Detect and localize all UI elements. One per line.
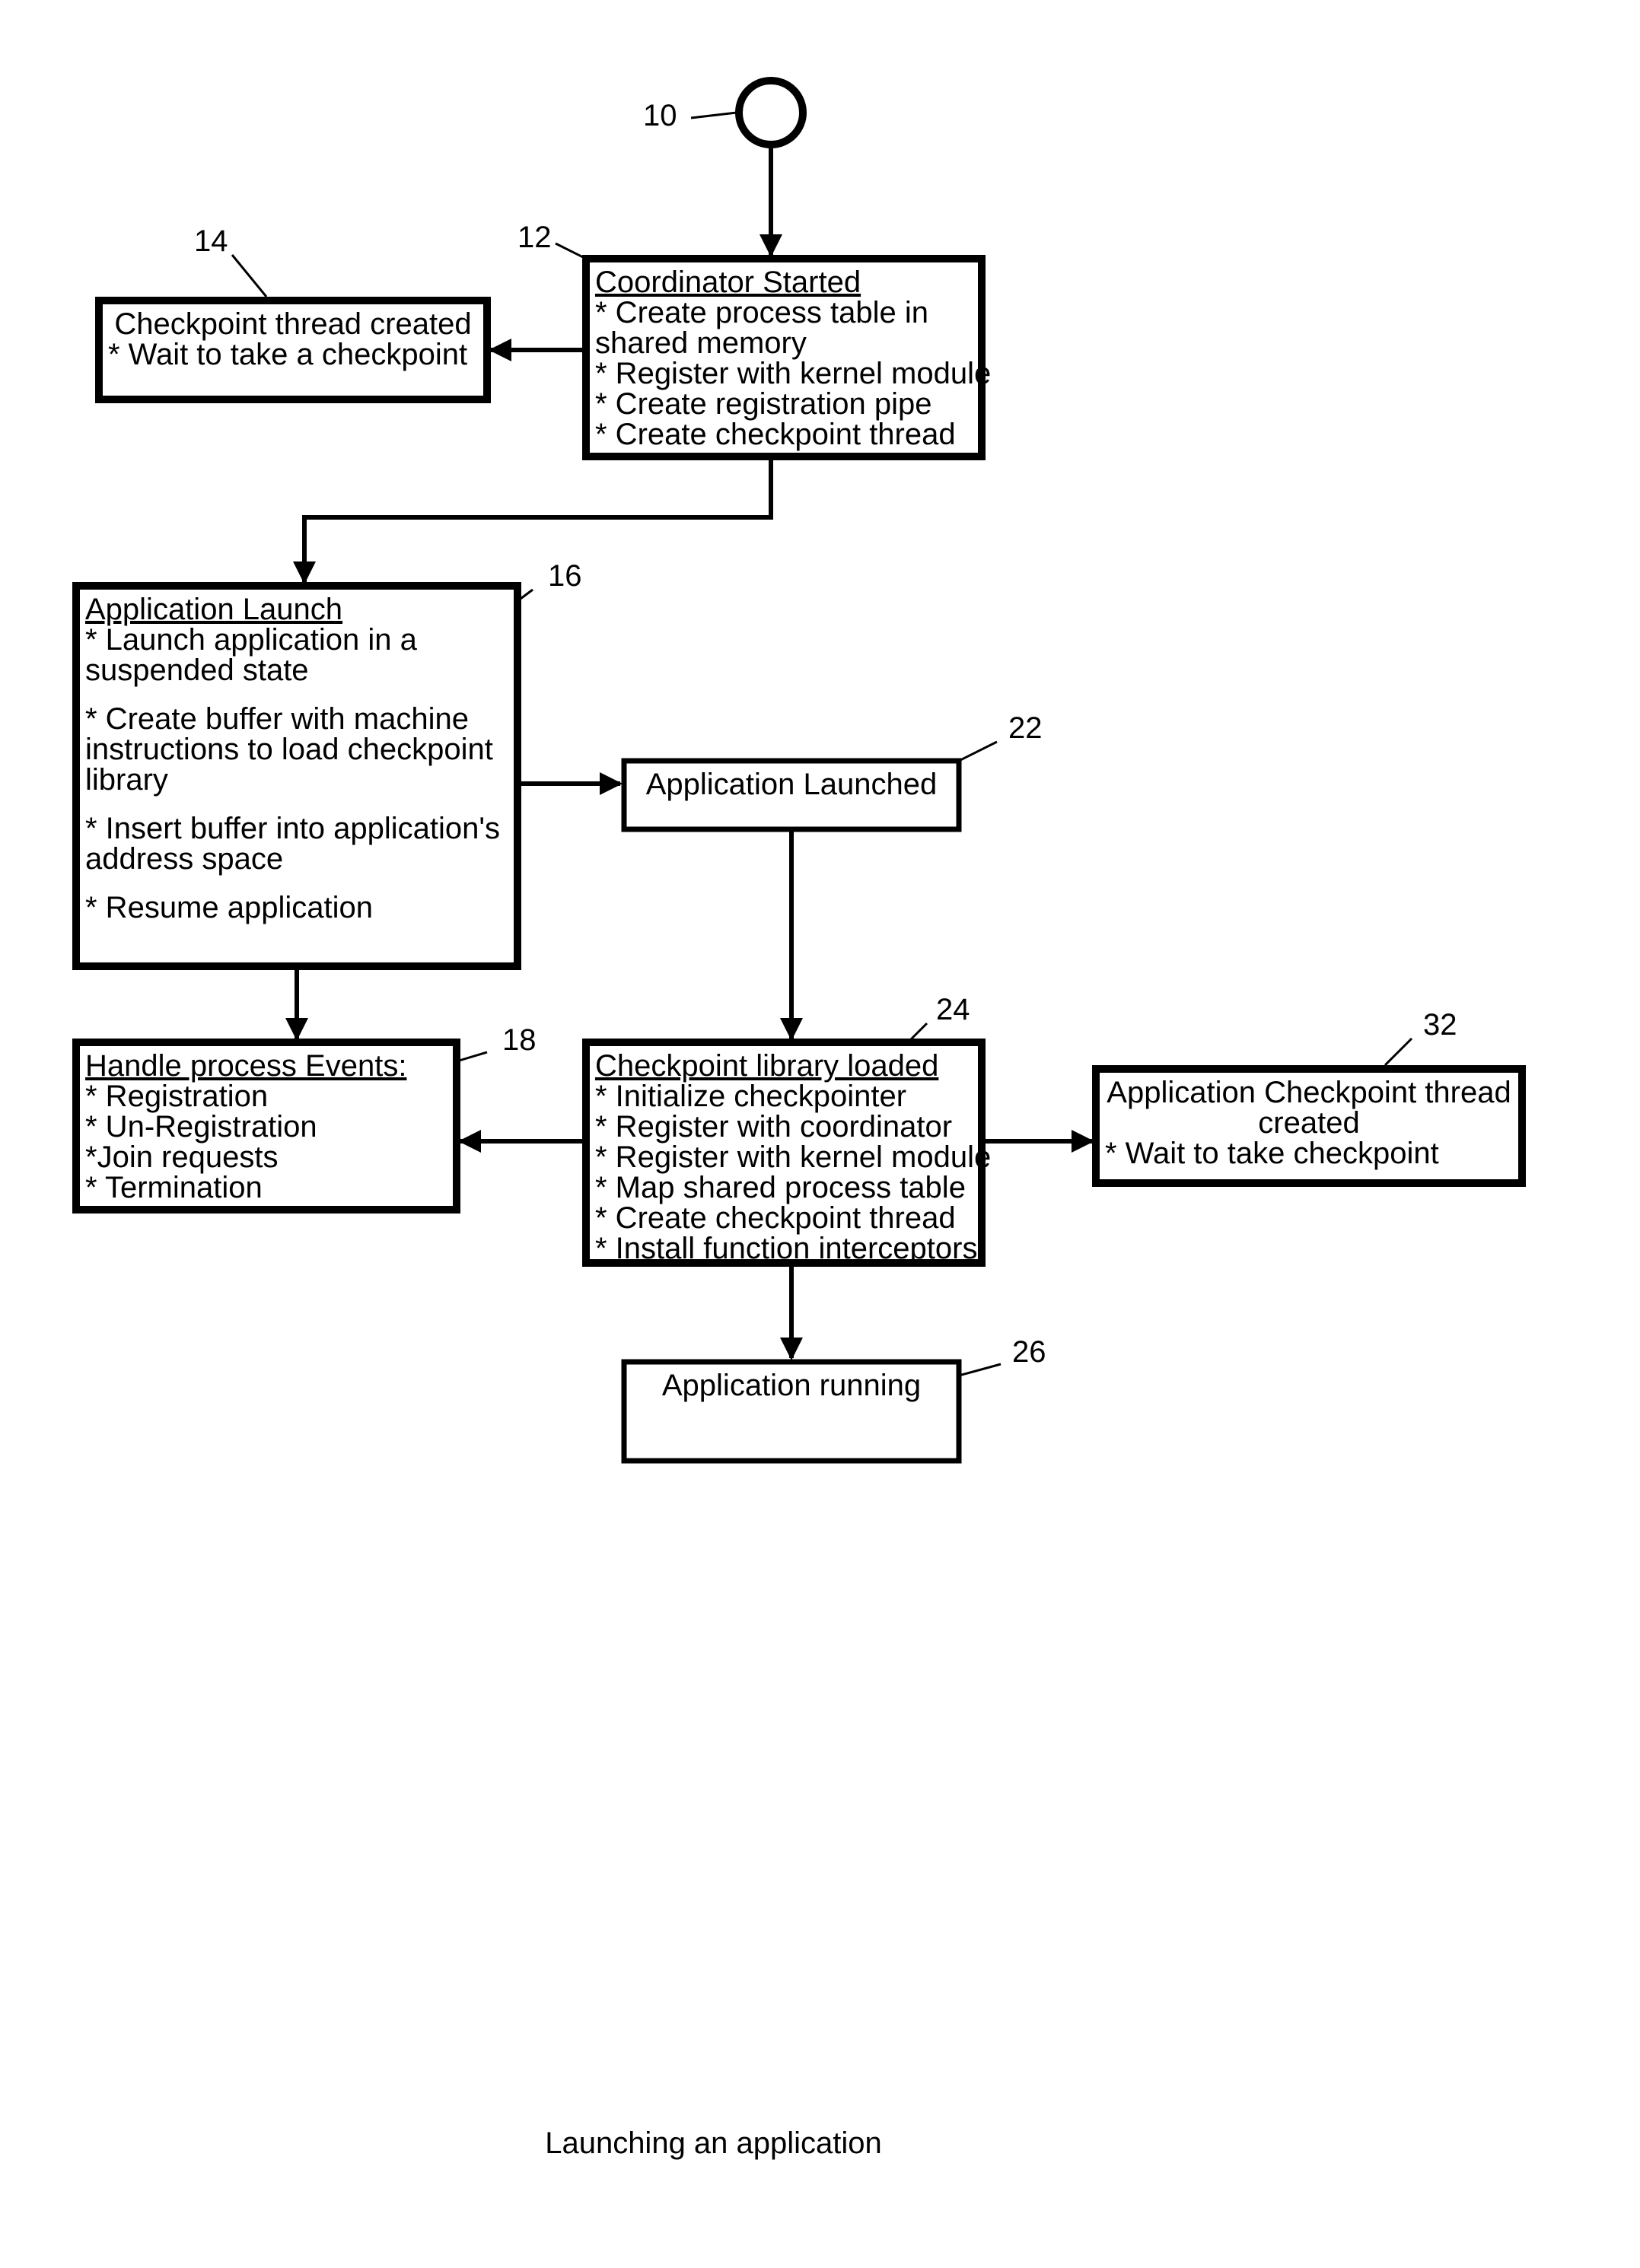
node-text: * Install function interceptors xyxy=(595,1232,977,1265)
node-text: * Wait to take checkpoint xyxy=(1105,1137,1439,1170)
node-text: * Wait to take a checkpoint xyxy=(108,338,467,371)
node-handle_events: Handle process Events:* Registration* Un… xyxy=(76,1042,457,1210)
ref-leader xyxy=(457,1052,487,1061)
node-text: * Create checkpoint thread xyxy=(595,418,956,451)
node-app_launch: Application Launch* Launch application i… xyxy=(76,586,517,966)
node-app_running: Application running xyxy=(624,1362,959,1461)
node-chk_thread: Checkpoint thread created* Wait to take … xyxy=(99,301,487,399)
ref-leader xyxy=(556,243,586,259)
ref-leader xyxy=(1385,1039,1412,1065)
node-text: Checkpoint thread created xyxy=(114,307,471,341)
ref-label: 10 xyxy=(643,99,677,132)
ref-label: 18 xyxy=(502,1023,537,1057)
node-text: created xyxy=(1258,1106,1359,1140)
node-title: Checkpoint library loaded xyxy=(595,1049,938,1083)
node-text: instructions to load checkpoint xyxy=(85,733,493,766)
ref-leader xyxy=(909,1023,927,1041)
ref-leader xyxy=(959,742,997,761)
ref-leader xyxy=(232,255,266,297)
node-text: Application Launched xyxy=(646,768,938,801)
ref-leader xyxy=(959,1364,1001,1376)
node-text: Application Checkpoint thread xyxy=(1107,1076,1511,1109)
node-text: * Register with coordinator xyxy=(595,1110,952,1144)
node-text: * Registration xyxy=(85,1080,268,1113)
node-text: *Join requests xyxy=(85,1140,278,1174)
figure-caption: Launching an application xyxy=(545,2126,882,2160)
node-text: address space xyxy=(85,842,283,876)
flowchart: Coordinator Started* Create process tabl… xyxy=(0,0,1640,2268)
node-text: * Create checkpoint thread xyxy=(595,1201,956,1235)
ref-label: 32 xyxy=(1423,1008,1457,1042)
node-text: * Initialize checkpointer xyxy=(595,1080,906,1113)
node-app_launched: Application Launched xyxy=(624,761,959,829)
node-title: Handle process Events: xyxy=(85,1049,406,1083)
ref-label: 16 xyxy=(548,559,582,593)
node-text: * Termination xyxy=(85,1171,263,1204)
node-text: * Map shared process table xyxy=(595,1171,966,1204)
node-text: * Launch application in a xyxy=(85,623,418,657)
ref-leader xyxy=(691,113,737,118)
ref-label: 24 xyxy=(936,993,970,1026)
node-text: shared memory xyxy=(595,326,807,360)
node-app_chk_thread: Application Checkpoint threadcreated* Wa… xyxy=(1096,1069,1522,1183)
node-coordinator: Coordinator Started* Create process tabl… xyxy=(586,259,991,456)
node-title: Application Launch xyxy=(85,593,342,626)
edge xyxy=(304,456,771,582)
ref-label: 22 xyxy=(1008,711,1043,745)
node-text: * Resume application xyxy=(85,891,373,924)
node-text: * Register with kernel module xyxy=(595,357,991,390)
node-chk_lib: Checkpoint library loaded* Initialize ch… xyxy=(586,1042,991,1265)
node-text: library xyxy=(85,763,168,797)
node-text: * Create registration pipe xyxy=(595,387,931,421)
node-text: * Insert buffer into application's xyxy=(85,812,500,845)
node-text: * Create process table in xyxy=(595,296,928,329)
ref-label: 12 xyxy=(517,221,552,254)
node-text: * Register with kernel module xyxy=(595,1140,991,1174)
node-text: Application running xyxy=(662,1369,921,1402)
node-text: * Create buffer with machine xyxy=(85,702,469,736)
node-text: suspended state xyxy=(85,654,309,687)
start-node xyxy=(739,81,803,145)
node-text: * Un-Registration xyxy=(85,1110,317,1144)
ref-label: 26 xyxy=(1012,1335,1046,1369)
ref-label: 14 xyxy=(194,224,228,258)
node-title: Coordinator Started xyxy=(595,266,861,299)
